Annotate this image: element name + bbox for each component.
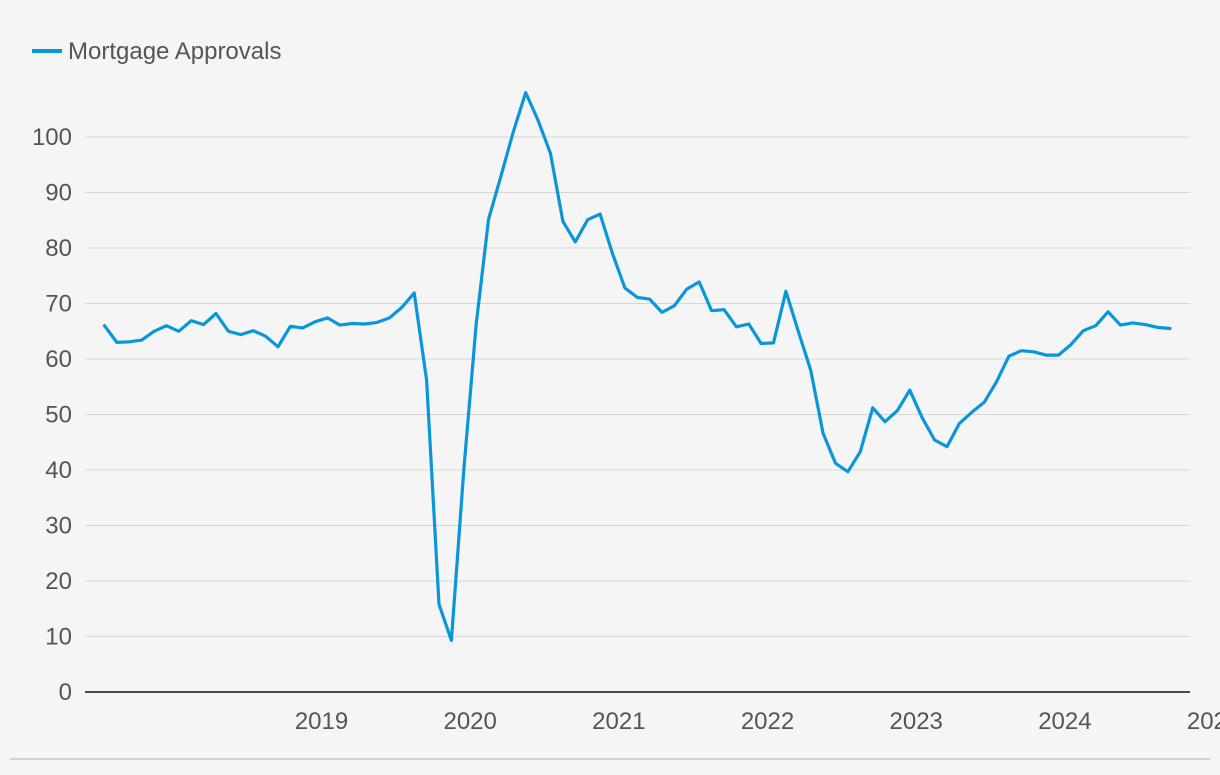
x-tick-label: 2024 xyxy=(1038,708,1091,735)
series-line-mortgage-approvals xyxy=(102,90,1172,643)
y-tick-label: 60 xyxy=(45,346,72,373)
legend-label-mortgage-approvals: Mortgage Approvals xyxy=(68,38,281,65)
series-layer xyxy=(102,90,1172,643)
y-tick-label: 100 xyxy=(32,124,72,151)
x-axis-ticks: 2019 2020 2021 2022 2023 2024 2025 xyxy=(295,708,1220,735)
y-tick-label: 30 xyxy=(45,513,72,540)
y-axis-ticks: 0 10 20 30 40 50 60 70 80 90 100 xyxy=(32,124,72,706)
y-tick-label: 10 xyxy=(45,624,72,651)
y-tick-label: 40 xyxy=(45,457,72,484)
y-tick-label: 90 xyxy=(45,180,72,207)
x-tick-label: 2020 xyxy=(443,708,496,735)
y-tick-label: 50 xyxy=(45,402,72,429)
y-tick-label: 70 xyxy=(45,291,72,318)
x-tick-label: 2019 xyxy=(295,708,348,735)
x-tick-label: 2021 xyxy=(592,708,645,735)
y-tick-label: 0 xyxy=(59,679,72,706)
legend: Mortgage Approvals xyxy=(32,38,281,65)
y-tick-label: 80 xyxy=(45,235,72,262)
x-tick-label: 2023 xyxy=(890,708,943,735)
x-tick-label: 2022 xyxy=(741,708,794,735)
y-tick-label: 20 xyxy=(45,568,72,595)
x-tick-label: 2025 xyxy=(1187,708,1220,735)
gridlines xyxy=(85,136,1190,637)
